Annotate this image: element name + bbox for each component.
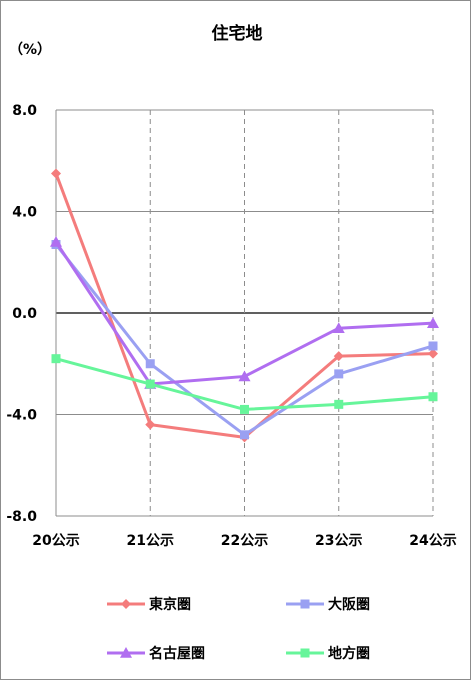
series-4 [51,354,438,414]
data-point [332,322,345,334]
x-tick-labels: 20公示 21公示 22公示 23公示 24公示 [32,533,456,549]
legend-label: 地方圏 [328,645,370,662]
legend-marker [300,648,310,658]
legend-label: 名古屋圏 [149,645,205,662]
series-group [50,168,439,443]
legend-marker [120,647,132,658]
data-point [240,404,249,414]
y-tick-label: 0.0 [12,306,37,322]
legend-item: 東京圏 [107,596,191,613]
data-point [428,392,438,402]
data-point [333,351,344,362]
legend-item: 名古屋圏 [107,645,205,662]
y-axis-unit-label: （%） [9,42,51,58]
legend-item: 大阪圏 [286,596,370,613]
data-point [51,354,61,364]
x-tick-label: 21公示 [127,533,174,549]
data-point [428,341,438,351]
legend-label: 東京圏 [149,596,191,613]
y-tick-label: -8.0 [6,509,37,525]
x-tick-label: 20公示 [32,533,79,549]
data-point [145,419,156,430]
chart-title: 住宅地 [212,23,263,44]
data-point [427,317,439,328]
data-point [50,235,62,247]
grid [56,109,434,516]
legend-item: 地方圏 [286,645,370,662]
data-point [145,379,155,389]
data-point [240,430,249,440]
x-tick-label: 23公示 [315,533,362,549]
data-point [334,369,344,379]
x-tick-label: 22公示 [221,533,268,549]
y-tick-label: 8.0 [12,103,37,119]
data-point [145,359,155,369]
y-tick-labels: 8.0 4.0 0.0 -4.0 -8.0 [6,103,37,525]
legend-marker [300,599,310,609]
data-point [428,348,438,359]
legend-marker [121,599,131,609]
legend-label: 大阪圏 [328,596,370,613]
data-point [51,168,61,179]
data-point [334,399,344,409]
y-tick-label: -4.0 [6,408,37,424]
data-point [238,370,251,382]
y-tick-label: 4.0 [12,205,37,221]
x-tick-label: 24公示 [409,533,456,549]
